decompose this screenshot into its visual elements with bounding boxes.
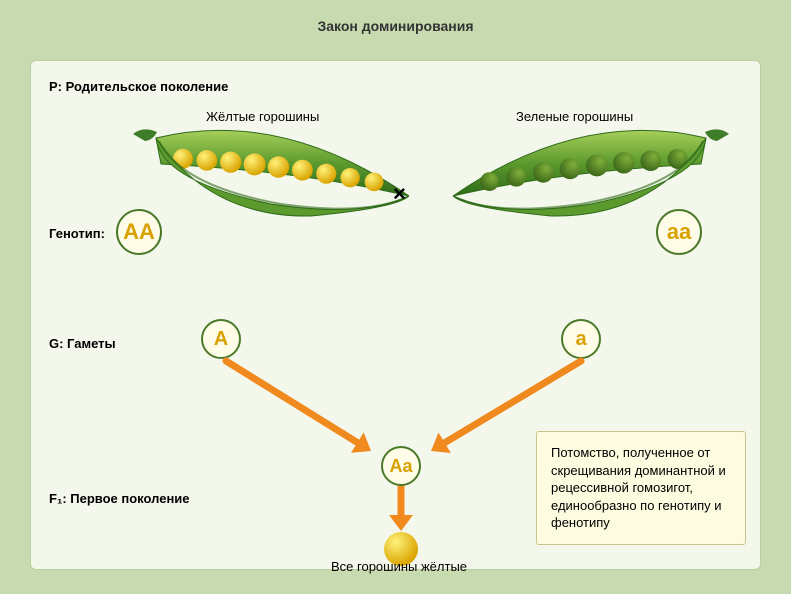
- all-yellow-label: Все горошины жёлтые: [331, 559, 467, 574]
- conclusion-note: Потомство, полученное от скрещивания дом…: [536, 431, 746, 545]
- main-panel: P: Родительское поколение Жёлтые горошин…: [30, 60, 761, 570]
- outer-container: Закон доминирования P: Родительское поко…: [0, 0, 791, 594]
- f1-header: F₁: Первое поколение: [49, 491, 190, 506]
- diagram-title: Закон доминирования: [0, 18, 791, 34]
